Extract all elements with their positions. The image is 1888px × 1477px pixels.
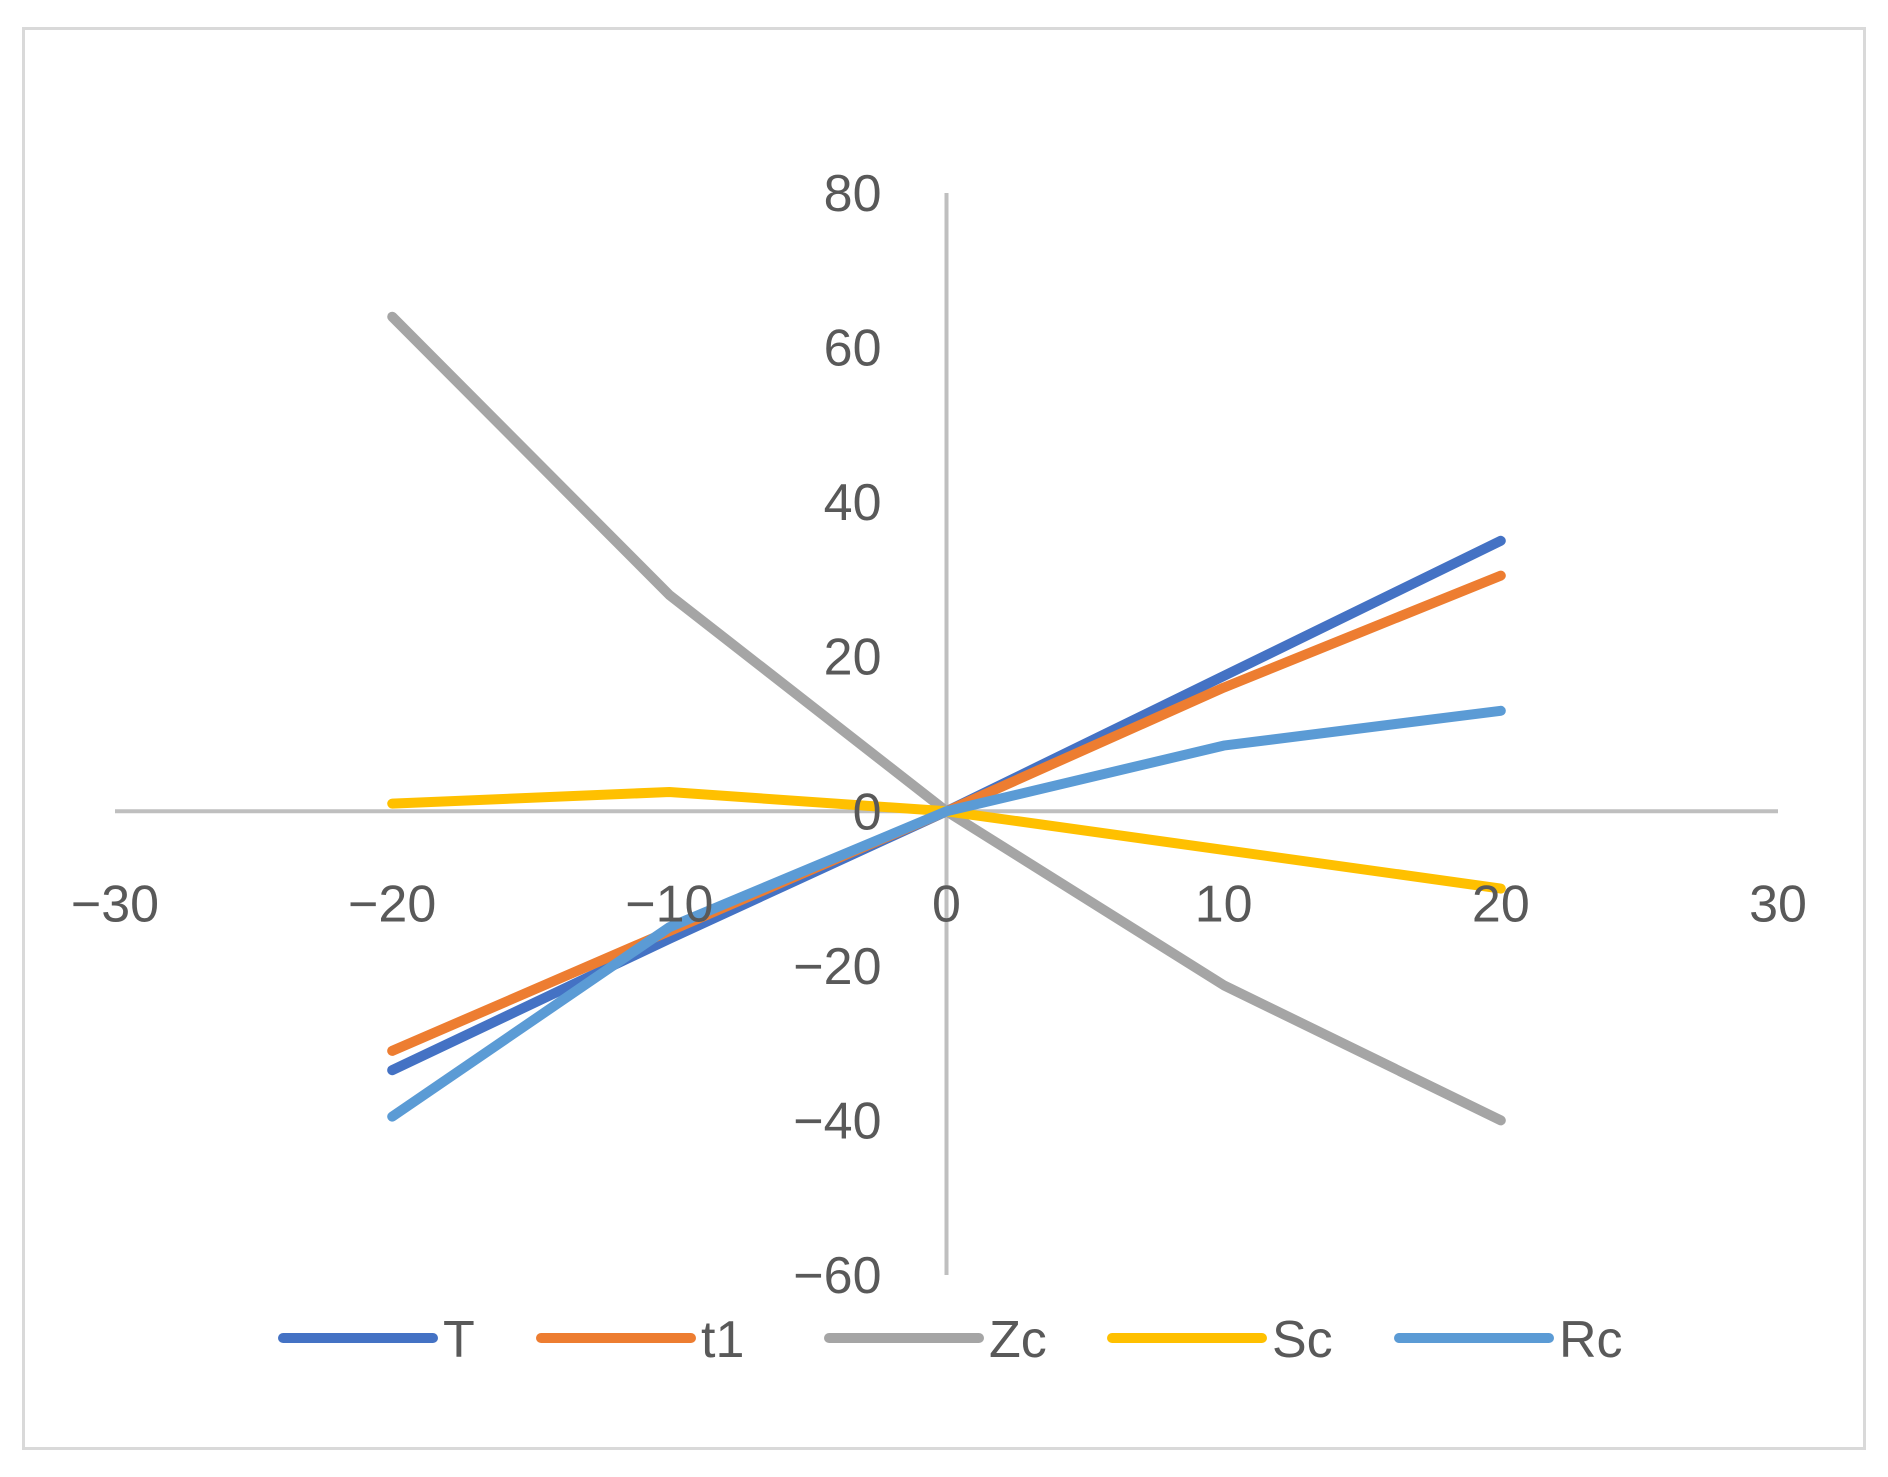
x-tick-label: 20 xyxy=(1472,875,1530,933)
y-tick-label: −60 xyxy=(793,1247,881,1305)
y-tick-label: 60 xyxy=(824,320,882,378)
axes xyxy=(115,193,1778,1275)
legend-label-t1: t1 xyxy=(701,1311,744,1369)
series-line-rc xyxy=(387,705,1506,1122)
legend-label-zc: Zc xyxy=(989,1311,1047,1369)
chart-frame xyxy=(22,27,1866,1450)
x-tick-label: −30 xyxy=(71,875,159,933)
x-tick-label: 30 xyxy=(1749,875,1807,933)
y-tick-label: 20 xyxy=(824,629,882,687)
legend-label-t: T xyxy=(443,1311,475,1369)
x-tick-label: 10 xyxy=(1195,875,1253,933)
x-tick-label: −20 xyxy=(348,875,436,933)
y-tick-label: −40 xyxy=(793,1092,881,1150)
y-tick-label: 0 xyxy=(853,783,882,841)
x-tick-label: 0 xyxy=(932,875,961,933)
y-tick-label: −20 xyxy=(793,938,881,996)
legend-label-sc: Sc xyxy=(1272,1311,1333,1369)
tick-labels: −30 −20 −10 0 10 20 30 −60 −40 −20 0 20 40 60 80 xyxy=(71,165,1807,1305)
y-tick-label: 80 xyxy=(824,165,882,223)
series-lines xyxy=(387,311,1506,1126)
legend-label-rc: Rc xyxy=(1559,1311,1623,1369)
y-tick-label: 40 xyxy=(824,474,882,532)
x-tick-label: −10 xyxy=(625,875,713,933)
